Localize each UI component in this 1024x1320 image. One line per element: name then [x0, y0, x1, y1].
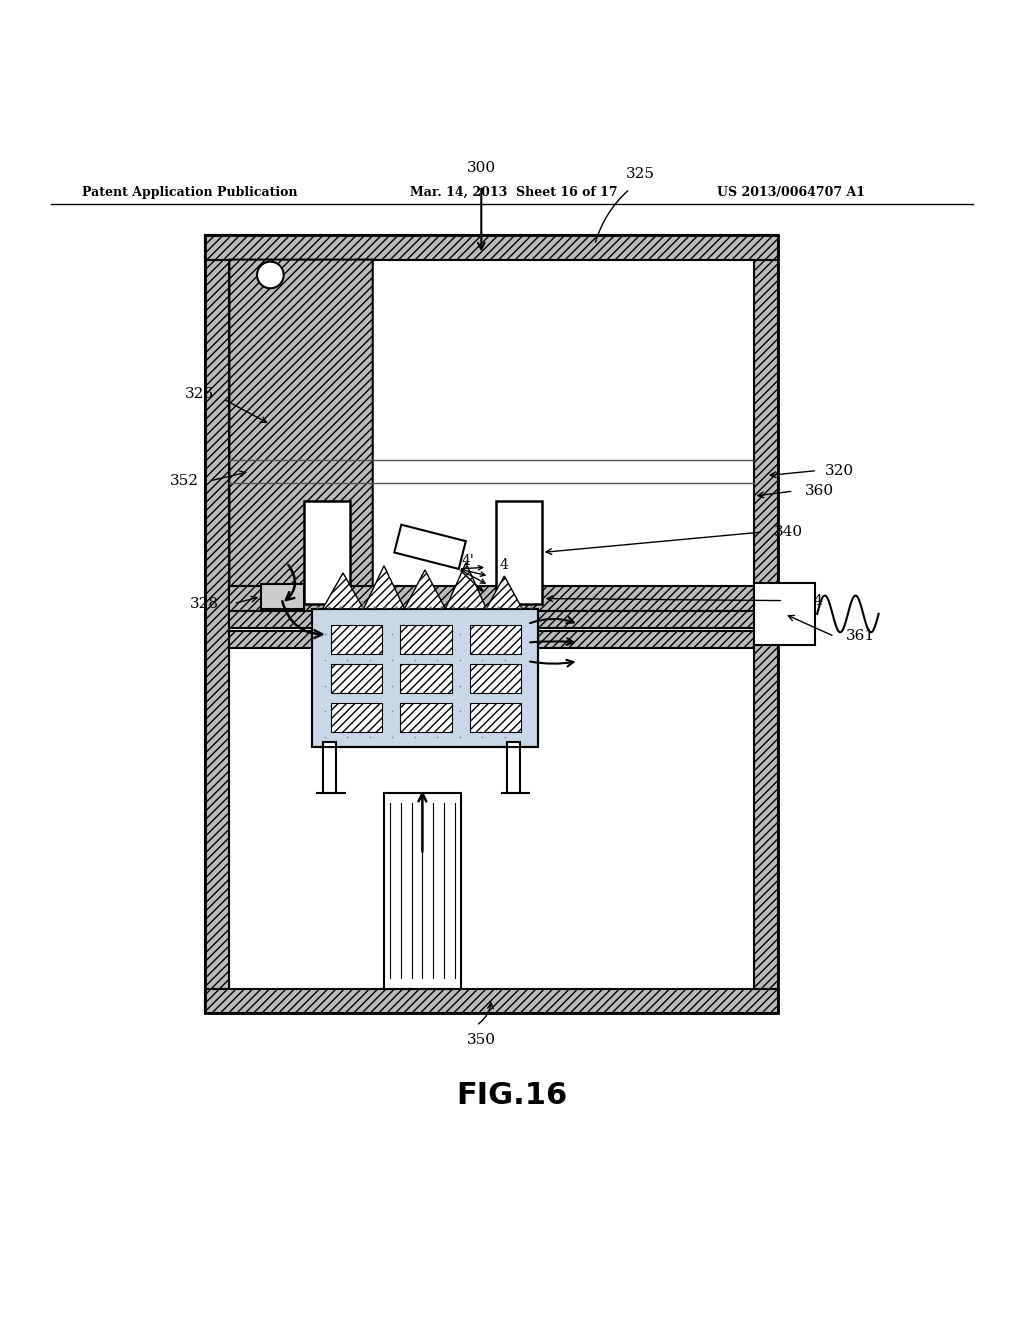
Polygon shape: [470, 664, 521, 693]
FancyArrowPatch shape: [286, 565, 295, 601]
Text: 320: 320: [825, 463, 854, 478]
Bar: [205, 235, 229, 1014]
Text: 360: 360: [805, 484, 834, 498]
Bar: [205, 235, 778, 1014]
Polygon shape: [470, 626, 521, 653]
Text: 326: 326: [185, 387, 214, 401]
Bar: [496, 502, 542, 603]
Bar: [229, 260, 754, 989]
Text: US 2013/0064707 A1: US 2013/0064707 A1: [717, 186, 865, 199]
Text: 350: 350: [467, 1034, 496, 1047]
Bar: [229, 611, 754, 628]
Polygon shape: [364, 566, 404, 609]
Bar: [229, 586, 754, 611]
Text: 4': 4': [462, 553, 474, 568]
Polygon shape: [331, 704, 382, 731]
Circle shape: [257, 261, 284, 288]
Bar: [754, 235, 778, 1014]
Polygon shape: [331, 664, 382, 693]
Text: 328: 328: [190, 597, 219, 611]
Polygon shape: [445, 562, 486, 609]
Polygon shape: [400, 626, 452, 653]
Bar: [229, 631, 754, 648]
Polygon shape: [404, 570, 445, 609]
Polygon shape: [229, 260, 373, 603]
FancyArrowPatch shape: [530, 638, 573, 645]
Text: Patent Application Publication: Patent Application Publication: [82, 186, 297, 199]
Bar: [304, 502, 350, 603]
FancyArrowPatch shape: [530, 616, 573, 623]
Text: 300: 300: [467, 161, 496, 176]
Bar: [384, 793, 461, 989]
Text: FIG.16: FIG.16: [457, 1081, 567, 1110]
Polygon shape: [400, 704, 452, 731]
Polygon shape: [486, 576, 522, 609]
Bar: [205, 235, 778, 260]
Text: 352: 352: [170, 474, 199, 488]
Polygon shape: [470, 704, 521, 731]
Polygon shape: [331, 626, 382, 653]
Polygon shape: [394, 524, 466, 569]
Text: 324: 324: [795, 594, 823, 607]
Text: 361: 361: [846, 630, 874, 643]
Bar: [507, 742, 520, 793]
Bar: [312, 609, 538, 747]
Bar: [205, 989, 778, 1014]
Text: 325: 325: [626, 166, 654, 181]
Polygon shape: [400, 664, 452, 693]
Text: 4: 4: [500, 558, 508, 572]
Text: 340: 340: [774, 525, 803, 539]
FancyArrowPatch shape: [530, 660, 573, 667]
Bar: [754, 583, 815, 644]
FancyArrowPatch shape: [283, 601, 323, 638]
Bar: [323, 742, 336, 793]
Text: Mar. 14, 2013  Sheet 16 of 17: Mar. 14, 2013 Sheet 16 of 17: [410, 186, 617, 199]
Bar: [312, 609, 538, 747]
Bar: [261, 585, 304, 609]
Polygon shape: [323, 573, 364, 609]
